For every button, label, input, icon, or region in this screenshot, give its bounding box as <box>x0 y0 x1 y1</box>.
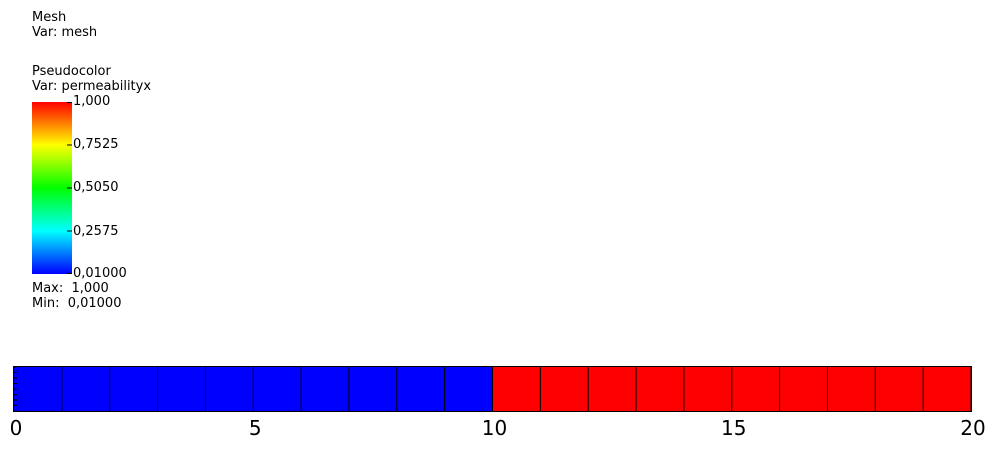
mesh-legend-var: Var: mesh <box>32 25 98 40</box>
mesh-cell <box>396 367 445 411</box>
mesh-cell <box>875 367 924 411</box>
x-tick-label: 20 <box>960 416 985 440</box>
x-tick-label: 0 <box>10 416 23 440</box>
mesh-cell <box>923 367 971 411</box>
mesh-cell <box>61 367 110 411</box>
mesh-cell <box>444 367 493 411</box>
mesh-cell <box>157 367 206 411</box>
mesh-cell <box>827 367 876 411</box>
colorbar-tick-label: 0,01000 <box>73 266 127 281</box>
mesh-cell <box>205 367 254 411</box>
mesh-cell <box>253 367 302 411</box>
mesh-cell <box>109 367 158 411</box>
mesh-cell <box>348 367 397 411</box>
mesh-plot: 0 5 10 15 20 <box>10 366 986 440</box>
pseudocolor-legend-title: Pseudocolor <box>32 64 111 79</box>
colorbar-tick-label: 0,2575 <box>73 224 119 239</box>
mesh-cell <box>731 367 780 411</box>
legend-max: Max: 1,000 <box>32 281 109 296</box>
mesh-cell <box>588 367 637 411</box>
colorbar <box>32 102 72 274</box>
mesh-cell <box>779 367 828 411</box>
plot-border <box>13 366 972 412</box>
pseudocolor-legend-var: Var: permeabilityx <box>32 79 152 94</box>
colorbar-gradient <box>32 102 72 274</box>
mesh-cell <box>14 367 62 411</box>
mesh-cell <box>636 367 684 411</box>
mesh-cell <box>301 367 349 411</box>
colorbar-tick-label: 0,5050 <box>73 180 119 195</box>
colorbar-tick-label: 0,7525 <box>73 137 119 152</box>
mesh-cell <box>492 367 541 411</box>
legend-min: Min: 0,01000 <box>32 296 122 311</box>
x-tick-label: 15 <box>721 416 746 440</box>
mesh-cell <box>540 367 589 411</box>
mesh-legend-title: Mesh <box>32 10 67 25</box>
mesh-cell <box>683 367 732 411</box>
x-tick-label: 10 <box>482 416 507 440</box>
x-tick-label: 5 <box>249 416 262 440</box>
colorbar-tick-label: 1,000 <box>73 94 111 109</box>
